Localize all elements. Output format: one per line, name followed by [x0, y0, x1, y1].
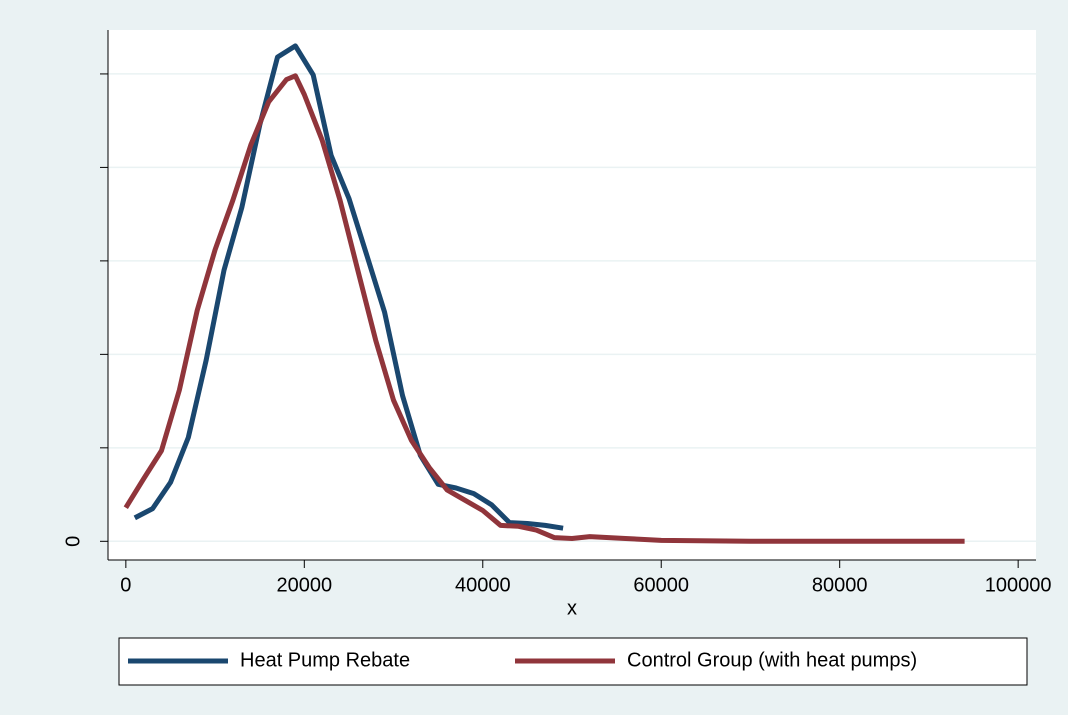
x-tick-label: 100000	[985, 574, 1052, 596]
legend-label: Control Group (with heat pumps)	[627, 649, 917, 671]
x-tick-label: 80000	[812, 574, 868, 596]
plot-area	[108, 30, 1036, 560]
legend-label: Heat Pump Rebate	[240, 649, 410, 671]
series-line	[133, 43, 564, 531]
x-tick-label: 0	[120, 574, 131, 596]
series-line	[123, 73, 965, 544]
x-axis-label: x	[567, 597, 577, 619]
x-tick-label: 20000	[276, 574, 332, 596]
x-tick-label: 60000	[633, 574, 689, 596]
y-tick-label: 0	[62, 536, 84, 547]
x-tick-label: 40000	[455, 574, 511, 596]
